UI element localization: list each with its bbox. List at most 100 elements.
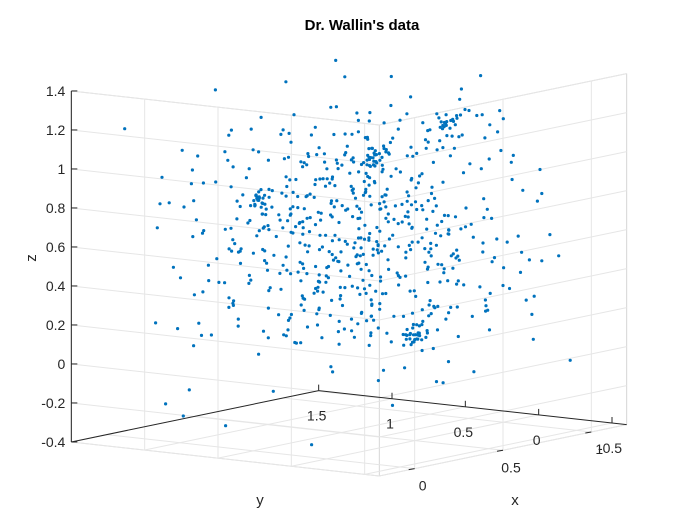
data-point	[404, 274, 408, 278]
data-point	[389, 340, 393, 344]
data-point	[412, 340, 416, 344]
data-point	[453, 215, 458, 219]
data-point	[353, 196, 358, 200]
z-tick-label: 0.2	[46, 317, 66, 333]
data-point	[346, 207, 350, 211]
data-point	[433, 306, 437, 310]
data-point	[396, 222, 400, 226]
data-point	[247, 273, 251, 277]
data-point	[470, 314, 474, 318]
data-point	[351, 191, 355, 195]
x-tick-label: 0.5	[501, 459, 521, 475]
data-point	[378, 158, 382, 162]
data-point	[252, 199, 256, 203]
z-tick-label: 1	[58, 161, 66, 177]
data-point	[496, 130, 500, 134]
data-point	[407, 194, 411, 198]
data-point	[409, 203, 414, 207]
data-point	[337, 220, 341, 225]
data-point	[265, 268, 270, 272]
data-point	[319, 211, 323, 215]
data-point	[482, 216, 486, 220]
data-point	[155, 226, 159, 230]
data-point	[396, 245, 400, 249]
data-point	[301, 220, 305, 224]
data-point	[336, 167, 340, 171]
data-point	[332, 205, 336, 209]
data-point	[284, 175, 288, 179]
data-point	[411, 154, 415, 158]
data-point	[330, 298, 334, 302]
data-point	[377, 152, 381, 156]
data-point	[270, 189, 274, 193]
data-point	[263, 259, 267, 263]
data-point	[410, 240, 414, 244]
data-point	[231, 238, 235, 242]
data-point	[310, 443, 314, 447]
data-point	[336, 330, 340, 334]
y-tick-label: -0.5	[598, 440, 622, 456]
data-point	[314, 264, 318, 269]
data-point	[268, 286, 272, 290]
data-point	[357, 227, 361, 231]
data-point	[356, 130, 360, 134]
data-point	[264, 207, 268, 211]
data-point	[524, 298, 528, 302]
data-point	[287, 131, 291, 135]
data-point	[329, 365, 333, 369]
data-point	[532, 294, 536, 298]
data-point	[431, 346, 435, 351]
data-point	[301, 262, 305, 266]
y-tick-label: 0	[533, 432, 541, 448]
data-point	[282, 157, 286, 161]
data-point	[231, 301, 235, 305]
data-point	[408, 333, 412, 337]
data-point	[382, 144, 386, 148]
data-point	[389, 174, 393, 178]
data-point	[214, 180, 218, 184]
data-point	[459, 227, 463, 231]
data-point	[251, 251, 255, 255]
data-point	[481, 250, 485, 254]
data-point	[455, 282, 459, 286]
data-point	[421, 208, 425, 212]
data-point	[164, 402, 168, 406]
data-point	[498, 109, 502, 113]
data-point	[297, 221, 301, 225]
data-point	[487, 157, 491, 161]
data-point	[305, 163, 309, 167]
data-point	[348, 274, 352, 278]
z-grid-line	[71, 129, 380, 165]
data-point	[424, 335, 428, 339]
y-grid-line	[364, 422, 613, 475]
data-point	[531, 337, 535, 341]
data-point	[241, 193, 245, 197]
data-point	[411, 322, 415, 327]
data-point	[433, 196, 437, 200]
data-point	[439, 234, 443, 238]
data-point	[458, 97, 462, 101]
data-point	[318, 177, 322, 181]
data-point	[292, 113, 296, 117]
data-point	[227, 305, 231, 309]
data-point	[329, 199, 334, 203]
data-point	[272, 253, 276, 257]
data-point	[318, 233, 322, 237]
data-point	[321, 177, 325, 181]
data-point	[425, 227, 429, 231]
data-point	[406, 215, 410, 219]
data-point	[402, 343, 406, 347]
data-point	[325, 167, 329, 171]
data-point	[454, 256, 458, 260]
data-point	[367, 147, 371, 151]
data-point	[313, 223, 318, 227]
data-point	[238, 204, 242, 209]
x-tick	[408, 468, 415, 471]
data-point	[400, 202, 404, 206]
data-point	[548, 233, 552, 237]
data-point	[270, 205, 274, 209]
data-point	[301, 165, 305, 169]
data-point	[359, 246, 363, 250]
data-point	[364, 262, 368, 267]
grid-lines	[70, 73, 627, 477]
